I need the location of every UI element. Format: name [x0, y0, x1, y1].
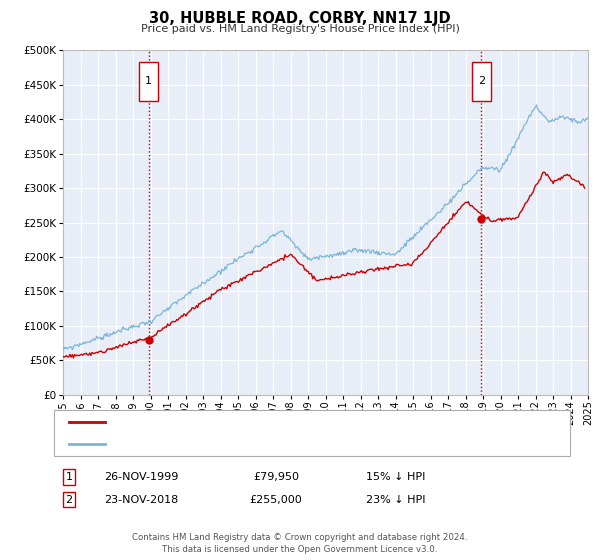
Text: 1: 1: [65, 472, 73, 482]
Text: Price paid vs. HM Land Registry's House Price Index (HPI): Price paid vs. HM Land Registry's House …: [140, 24, 460, 34]
Text: 30, HUBBLE ROAD, CORBY, NN17 1JD (detached house): 30, HUBBLE ROAD, CORBY, NN17 1JD (detach…: [111, 417, 400, 427]
Text: £79,950: £79,950: [253, 472, 299, 482]
Text: 2: 2: [65, 494, 73, 505]
Text: This data is licensed under the Open Government Licence v3.0.: This data is licensed under the Open Gov…: [163, 545, 437, 554]
Text: 30, HUBBLE ROAD, CORBY, NN17 1JD: 30, HUBBLE ROAD, CORBY, NN17 1JD: [149, 11, 451, 26]
Text: 2: 2: [478, 76, 485, 86]
Text: £255,000: £255,000: [250, 494, 302, 505]
FancyBboxPatch shape: [472, 62, 491, 101]
Text: 26-NOV-1999: 26-NOV-1999: [104, 472, 178, 482]
Text: Contains HM Land Registry data © Crown copyright and database right 2024.: Contains HM Land Registry data © Crown c…: [132, 533, 468, 542]
Text: 1: 1: [145, 76, 152, 86]
Text: 23-NOV-2018: 23-NOV-2018: [104, 494, 178, 505]
Text: HPI: Average price, detached house, North Northamptonshire: HPI: Average price, detached house, Nort…: [111, 439, 431, 449]
FancyBboxPatch shape: [139, 62, 158, 101]
Text: 23% ↓ HPI: 23% ↓ HPI: [366, 494, 426, 505]
Text: 15% ↓ HPI: 15% ↓ HPI: [367, 472, 425, 482]
